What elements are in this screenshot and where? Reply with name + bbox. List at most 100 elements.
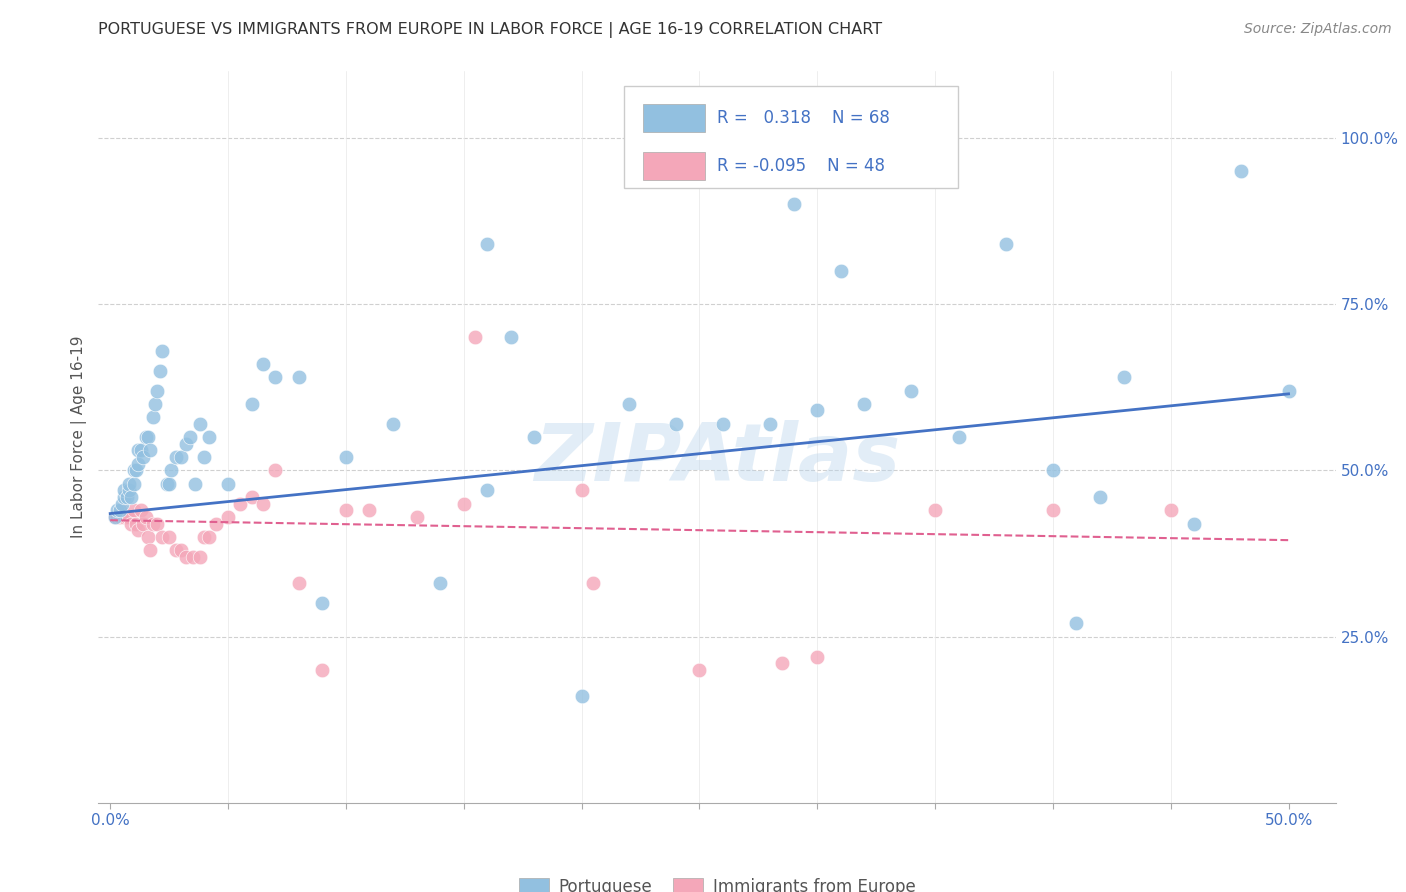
- Point: [853, 397, 876, 411]
- Point: [111, 497, 134, 511]
- Point: [170, 450, 193, 464]
- Point: [188, 417, 211, 431]
- Point: [1160, 503, 1182, 517]
- Point: [132, 450, 155, 464]
- Point: [146, 516, 169, 531]
- Point: [165, 450, 187, 464]
- Point: [112, 509, 135, 524]
- Point: [359, 503, 381, 517]
- Point: [112, 483, 135, 498]
- FancyBboxPatch shape: [624, 86, 959, 188]
- Point: [1042, 463, 1064, 477]
- Point: [156, 476, 179, 491]
- Point: [139, 543, 162, 558]
- Point: [157, 530, 180, 544]
- Text: R =   0.318    N = 68: R = 0.318 N = 68: [717, 109, 890, 128]
- Point: [205, 516, 228, 531]
- Point: [122, 476, 145, 491]
- Point: [198, 430, 221, 444]
- Point: [665, 417, 688, 431]
- Point: [405, 509, 427, 524]
- Point: [770, 656, 793, 670]
- Point: [150, 343, 173, 358]
- Point: [217, 476, 239, 491]
- Point: [994, 237, 1017, 252]
- Point: [118, 483, 141, 498]
- Point: [900, 384, 922, 398]
- Point: [806, 403, 828, 417]
- Point: [1066, 616, 1088, 631]
- Point: [523, 430, 546, 444]
- Point: [108, 503, 131, 517]
- Point: [132, 516, 155, 531]
- Point: [499, 330, 522, 344]
- Point: [287, 370, 309, 384]
- Point: [287, 576, 309, 591]
- Point: [1088, 490, 1111, 504]
- Point: [184, 476, 207, 491]
- Point: [160, 463, 183, 477]
- Point: [120, 516, 142, 531]
- Point: [240, 490, 263, 504]
- Y-axis label: In Labor Force | Age 16-19: In Labor Force | Age 16-19: [72, 335, 87, 539]
- Point: [150, 530, 173, 544]
- Point: [464, 330, 486, 344]
- Text: Source: ZipAtlas.com: Source: ZipAtlas.com: [1244, 22, 1392, 37]
- Point: [127, 523, 149, 537]
- Point: [1182, 516, 1205, 531]
- Point: [571, 690, 593, 704]
- Point: [174, 549, 197, 564]
- Point: [139, 443, 162, 458]
- Point: [111, 503, 134, 517]
- Point: [711, 417, 734, 431]
- Point: [143, 397, 166, 411]
- Point: [1277, 384, 1299, 398]
- Point: [127, 457, 149, 471]
- Point: [617, 397, 640, 411]
- Point: [157, 476, 180, 491]
- Point: [108, 509, 131, 524]
- Point: [188, 549, 211, 564]
- Point: [118, 509, 141, 524]
- Point: [142, 410, 165, 425]
- Point: [382, 417, 405, 431]
- Point: [179, 430, 201, 444]
- Legend: Portuguese, Immigrants from Europe: Portuguese, Immigrants from Europe: [513, 873, 921, 892]
- Point: [229, 497, 252, 511]
- Point: [477, 483, 499, 498]
- Point: [571, 483, 593, 498]
- Point: [193, 530, 215, 544]
- Point: [104, 509, 127, 524]
- Point: [136, 430, 159, 444]
- Point: [311, 596, 333, 610]
- Point: [165, 543, 187, 558]
- Point: [174, 436, 197, 450]
- Point: [688, 663, 710, 677]
- Point: [806, 649, 828, 664]
- Point: [453, 497, 475, 511]
- Point: [582, 576, 605, 591]
- Point: [252, 357, 274, 371]
- Text: R = -0.095    N = 48: R = -0.095 N = 48: [717, 157, 884, 175]
- Point: [193, 450, 215, 464]
- Point: [125, 463, 148, 477]
- Point: [115, 490, 138, 504]
- Point: [181, 549, 204, 564]
- Point: [105, 503, 128, 517]
- Point: [217, 509, 239, 524]
- Point: [118, 476, 141, 491]
- Point: [477, 237, 499, 252]
- Point: [104, 509, 127, 524]
- Point: [335, 450, 357, 464]
- Point: [948, 430, 970, 444]
- Point: [135, 430, 157, 444]
- Point: [252, 497, 274, 511]
- Point: [136, 530, 159, 544]
- Point: [830, 264, 852, 278]
- Point: [129, 443, 152, 458]
- Point: [924, 503, 946, 517]
- Point: [125, 516, 148, 531]
- Point: [170, 543, 193, 558]
- Point: [1230, 164, 1253, 178]
- Point: [429, 576, 451, 591]
